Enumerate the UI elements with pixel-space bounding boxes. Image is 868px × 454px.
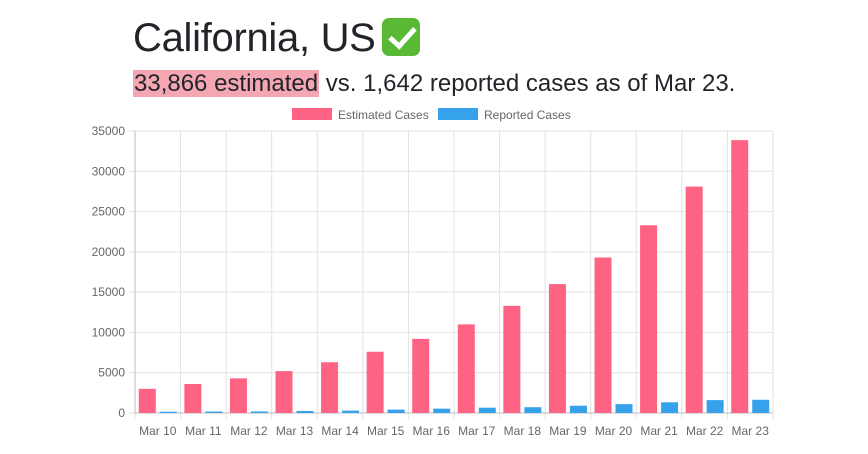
title-text: California, US — [133, 16, 376, 60]
bar-reported-10 — [615, 404, 633, 413]
bar-estimated-10 — [594, 257, 612, 413]
x-tick-label: Mar 10 — [139, 424, 177, 438]
legend-swatch-estimated — [292, 108, 332, 120]
x-tick-label: Mar 14 — [321, 424, 359, 438]
bar-estimated-1 — [184, 383, 202, 413]
bar-estimated-13 — [731, 140, 749, 414]
x-tick-label: Mar 22 — [686, 424, 724, 438]
check-mark-icon — [381, 18, 420, 56]
x-tick-label: Mar 12 — [230, 424, 268, 438]
case-summary: 33,866 estimated vs. 1,642 reported case… — [133, 67, 735, 101]
bar-estimated-6 — [412, 338, 430, 413]
bar-reported-7 — [478, 407, 496, 413]
x-tick-label: Mar 19 — [549, 424, 587, 438]
estimated-highlight: 33,866 estimated — [133, 70, 320, 97]
bar-estimated-11 — [640, 225, 658, 413]
bar-reported-5 — [387, 409, 405, 413]
bar-reported-11 — [661, 402, 679, 413]
x-tick-label: Mar 20 — [595, 424, 633, 438]
y-tick-label: 5000 — [98, 366, 125, 380]
bar-estimated-2 — [229, 378, 247, 413]
bar-estimated-12 — [685, 186, 703, 413]
y-tick-label: 15000 — [92, 285, 126, 299]
bar-reported-8 — [524, 407, 542, 413]
page-title: California, US — [133, 12, 420, 64]
x-tick-label: Mar 11 — [185, 424, 222, 438]
y-tick-label: 25000 — [92, 205, 126, 219]
x-tick-label: Mar 13 — [276, 424, 314, 438]
bar-reported-6 — [433, 408, 451, 413]
y-tick-label: 30000 — [92, 164, 126, 178]
y-tick-label: 0 — [118, 406, 125, 420]
bar-reported-0 — [159, 411, 177, 413]
bar-reported-4 — [342, 410, 360, 413]
bar-reported-13 — [752, 399, 770, 413]
bar-estimated-3 — [275, 371, 293, 413]
y-tick-label: 20000 — [92, 245, 126, 259]
legend-swatch-reported — [438, 108, 478, 120]
y-tick-label: 10000 — [92, 325, 126, 339]
legend-label-estimated: Estimated Cases — [338, 108, 429, 122]
x-tick-label: Mar 23 — [732, 424, 770, 438]
bar-reported-2 — [250, 411, 268, 413]
bar-reported-12 — [706, 400, 724, 413]
x-tick-label: Mar 15 — [367, 424, 405, 438]
summary-rest: vs. 1,642 reported cases as of Mar 23. — [319, 70, 736, 97]
bar-estimated-4 — [321, 362, 339, 413]
legend-label-reported: Reported Cases — [484, 108, 571, 122]
bar-reported-1 — [205, 411, 223, 413]
bar-estimated-5 — [366, 351, 384, 413]
bar-reported-9 — [569, 405, 587, 413]
bar-estimated-8 — [503, 305, 521, 413]
bar-reported-3 — [296, 410, 314, 413]
x-tick-label: Mar 16 — [413, 424, 451, 438]
x-tick-label: Mar 17 — [458, 424, 496, 438]
bar-estimated-0 — [138, 388, 156, 413]
bar-estimated-7 — [457, 324, 475, 413]
x-tick-label: Mar 21 — [640, 424, 678, 438]
bar-estimated-9 — [548, 284, 566, 413]
y-tick-label: 35000 — [92, 124, 126, 138]
x-tick-label: Mar 18 — [504, 424, 542, 438]
cases-bar-chart: 35000 30000 25000 20000 15000 10000 5000 0 Mar 1… — [92, 108, 774, 438]
